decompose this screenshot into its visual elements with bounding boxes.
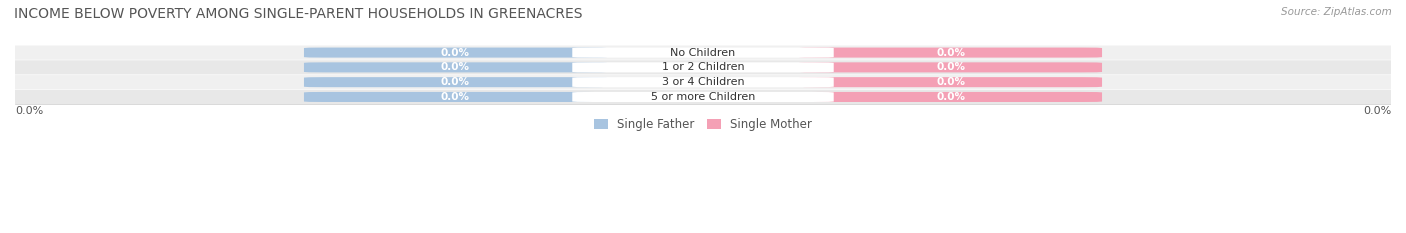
Text: 0.0%: 0.0%	[936, 77, 965, 87]
Text: 0.0%: 0.0%	[936, 48, 965, 58]
FancyBboxPatch shape	[800, 92, 1102, 102]
Text: 0.0%: 0.0%	[936, 92, 965, 102]
Text: 3 or 4 Children: 3 or 4 Children	[662, 77, 744, 87]
FancyBboxPatch shape	[800, 77, 1102, 87]
Text: 0.0%: 0.0%	[15, 106, 44, 116]
FancyBboxPatch shape	[572, 92, 834, 102]
Text: 0.0%: 0.0%	[441, 92, 470, 102]
FancyBboxPatch shape	[304, 62, 606, 72]
FancyBboxPatch shape	[15, 60, 1391, 75]
Text: 0.0%: 0.0%	[936, 62, 965, 72]
FancyBboxPatch shape	[572, 77, 834, 87]
Text: No Children: No Children	[671, 48, 735, 58]
FancyBboxPatch shape	[800, 48, 1102, 58]
FancyBboxPatch shape	[304, 92, 606, 102]
Text: INCOME BELOW POVERTY AMONG SINGLE-PARENT HOUSEHOLDS IN GREENACRES: INCOME BELOW POVERTY AMONG SINGLE-PARENT…	[14, 7, 582, 21]
FancyBboxPatch shape	[572, 62, 834, 72]
FancyBboxPatch shape	[572, 48, 834, 58]
FancyBboxPatch shape	[304, 48, 606, 58]
Text: Source: ZipAtlas.com: Source: ZipAtlas.com	[1281, 7, 1392, 17]
Text: 0.0%: 0.0%	[1362, 106, 1391, 116]
Text: 0.0%: 0.0%	[441, 77, 470, 87]
FancyBboxPatch shape	[15, 75, 1391, 89]
Text: 5 or more Children: 5 or more Children	[651, 92, 755, 102]
FancyBboxPatch shape	[304, 77, 606, 87]
Legend: Single Father, Single Mother: Single Father, Single Mother	[589, 113, 817, 136]
FancyBboxPatch shape	[15, 90, 1391, 104]
Text: 0.0%: 0.0%	[441, 48, 470, 58]
Text: 1 or 2 Children: 1 or 2 Children	[662, 62, 744, 72]
FancyBboxPatch shape	[15, 45, 1391, 60]
FancyBboxPatch shape	[800, 62, 1102, 72]
Text: 0.0%: 0.0%	[441, 62, 470, 72]
